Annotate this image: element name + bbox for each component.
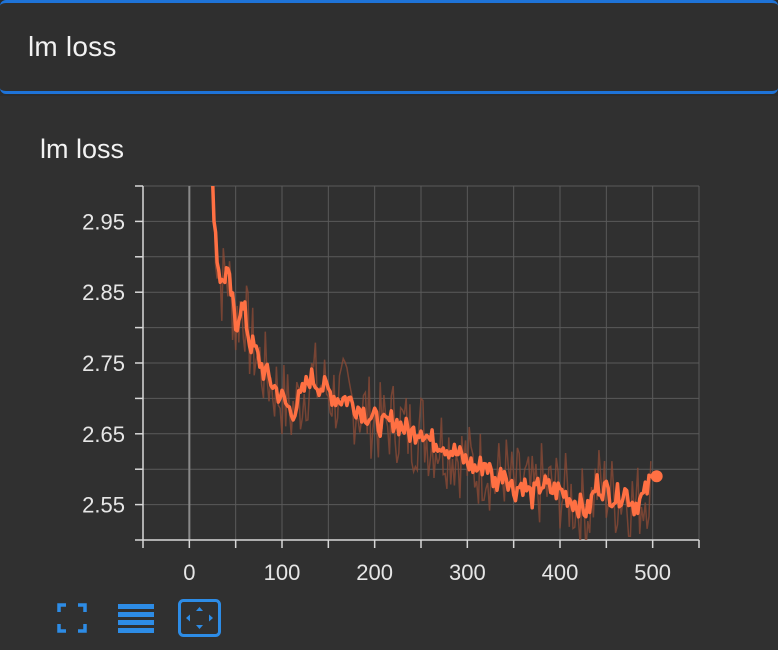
x-tick-label: 400 xyxy=(542,560,579,585)
raw-series-line xyxy=(211,186,652,540)
fit-to-domain-icon xyxy=(178,599,221,637)
x-tick-label: 500 xyxy=(634,560,671,585)
lines-icon xyxy=(118,604,154,633)
x-tick-label: 300 xyxy=(449,560,486,585)
chart-card: lm loss 0 100 200 300 400 500 2.55 2.65 2.75 2.85… xyxy=(0,96,778,650)
fit-domain-button[interactable] xyxy=(177,598,223,638)
section-title: lm loss xyxy=(28,31,117,62)
x-tick-label: 100 xyxy=(264,560,301,585)
y-tick-label: 2.55 xyxy=(82,493,125,518)
fullscreen-icon xyxy=(57,603,87,633)
series-end-point xyxy=(650,470,663,483)
chart-title: lm loss xyxy=(40,134,125,164)
line-chart[interactable]: 0 100 200 300 400 500 2.55 2.65 2.75 2.85 2.95 xyxy=(0,96,778,650)
toggle-log-scale-button[interactable] xyxy=(116,602,156,634)
x-tick-label: 200 xyxy=(356,560,393,585)
y-tick-label: 2.95 xyxy=(82,209,125,234)
fullscreen-button[interactable] xyxy=(56,602,88,634)
series-line xyxy=(211,186,653,519)
x-tick-label: 0 xyxy=(183,560,195,585)
y-tick-label: 2.65 xyxy=(82,422,125,447)
y-tick-label: 2.85 xyxy=(82,280,125,305)
section-header[interactable]: lm loss xyxy=(0,0,778,94)
y-tick-label: 2.75 xyxy=(82,351,125,376)
